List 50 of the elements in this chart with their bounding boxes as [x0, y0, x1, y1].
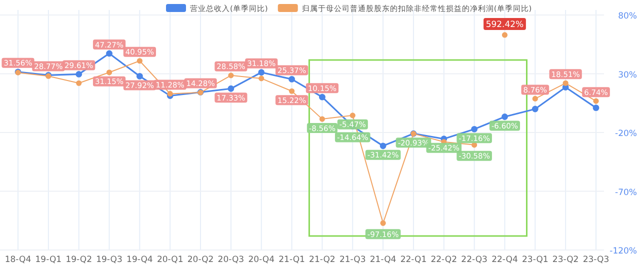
y-tick-label: -70%: [615, 188, 637, 198]
point: [258, 69, 265, 76]
x-tick-label: 18-Q4: [4, 255, 32, 265]
point: [350, 112, 356, 118]
x-tick-label: 22-Q1: [400, 255, 427, 265]
x-tick-label: 20-Q3: [218, 255, 244, 265]
x-tick-label: 23-Q2: [552, 255, 579, 265]
point: [592, 104, 600, 112]
x-tick-label: 23-Q3: [582, 255, 610, 265]
point: [228, 85, 234, 92]
point: [532, 106, 538, 112]
x-tick-label: 21-Q2: [309, 255, 336, 265]
x-tick-label: 19-Q3: [96, 255, 122, 265]
point: [471, 126, 478, 132]
annotation: 592.42%: [486, 20, 524, 30]
x-tick-label: 19-Q4: [126, 255, 153, 265]
point: [76, 80, 82, 86]
point: [258, 76, 264, 82]
point: [106, 70, 112, 76]
x-tick-label: 22-Q2: [430, 255, 458, 265]
x-tick-label: 21-Q3: [339, 255, 366, 265]
x-tick-label: 19-Q2: [66, 255, 92, 265]
x-tick-label: 19-Q1: [35, 255, 62, 265]
point: [136, 72, 143, 80]
point: [319, 116, 326, 122]
x-tick-label: 20-Q1: [156, 255, 184, 265]
x-tick-label: 21-Q4: [370, 255, 396, 265]
x-tick-label: 22-Q3: [461, 255, 488, 265]
point: [532, 96, 538, 102]
y-tick-label: -120%: [610, 246, 637, 256]
point: [319, 94, 326, 100]
point: [562, 80, 568, 86]
point: [106, 50, 112, 57]
point: [136, 58, 142, 64]
point: [288, 76, 295, 82]
point: [593, 98, 599, 104]
point: [502, 114, 508, 120]
x-tick-label: 20-Q2: [187, 255, 214, 265]
x-tick-label: 21-Q1: [278, 255, 305, 265]
point: [380, 142, 386, 150]
point: [228, 72, 234, 78]
point: [76, 71, 82, 78]
x-tick-label: 23-Q1: [522, 255, 548, 265]
x-tick-label: 20-Q4: [248, 255, 275, 265]
y-tick-label: -20%: [615, 129, 637, 139]
y-tick-label: 80%: [618, 12, 637, 22]
x-tick-label: 22-Q4: [492, 255, 518, 265]
y-tick-label: 30%: [618, 70, 637, 80]
point: [380, 220, 386, 226]
point: [288, 88, 295, 94]
